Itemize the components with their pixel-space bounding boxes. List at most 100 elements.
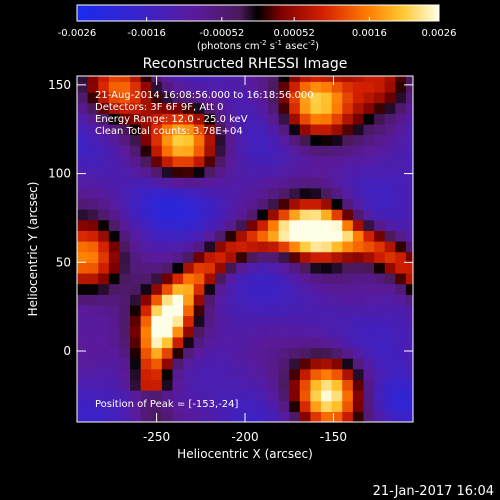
heatmap-cell <box>289 123 301 136</box>
heatmap-cell <box>172 166 184 178</box>
heatmap-cell <box>321 123 333 136</box>
heatmap-cell <box>374 400 386 412</box>
heatmap-cell <box>119 209 131 221</box>
heatmap-cell <box>289 102 301 114</box>
heatmap-cell <box>87 294 99 306</box>
heatmap-cell <box>130 91 142 104</box>
heatmap-cell <box>140 326 152 338</box>
heatmap-cell <box>321 304 333 317</box>
heatmap-cell <box>405 198 413 210</box>
heatmap-cell <box>299 177 312 189</box>
heatmap-cell <box>321 198 333 210</box>
heatmap-cell <box>363 102 375 114</box>
heatmap-cell <box>193 294 205 306</box>
heatmap-cell <box>130 81 142 93</box>
heatmap-cell <box>193 336 205 349</box>
heatmap-cell <box>374 123 386 136</box>
heatmap-cell <box>352 272 365 285</box>
heatmap-cell <box>331 177 343 189</box>
heatmap-cell <box>257 304 269 317</box>
heatmap-cell <box>130 379 142 391</box>
heatmap-cell <box>331 155 343 168</box>
heatmap-cell <box>299 304 312 317</box>
heatmap-cell <box>77 177 89 189</box>
heatmap-cell <box>140 304 152 317</box>
heatmap-cell <box>299 347 312 359</box>
heatmap-cell <box>405 81 413 93</box>
heatmap-cell <box>119 81 131 93</box>
heatmap-cell <box>299 315 312 327</box>
heatmap-cell <box>98 102 110 114</box>
heatmap-cell <box>299 134 312 146</box>
heatmap-cell <box>214 358 227 370</box>
heatmap-cell <box>363 209 375 221</box>
heatmap-cell <box>108 272 121 285</box>
heatmap-cell <box>140 76 152 82</box>
heatmap-cell <box>204 315 216 327</box>
heatmap-cell <box>225 219 237 231</box>
heatmap-cell <box>374 411 386 422</box>
heatmap-cell <box>140 241 152 253</box>
heatmap-cell <box>77 283 89 295</box>
heatmap-cell <box>246 368 258 381</box>
heatmap-cell <box>267 347 280 359</box>
heatmap-cell <box>214 198 227 210</box>
heatmap-cell <box>299 400 312 412</box>
heatmap-cell <box>267 283 280 295</box>
heatmap-cell <box>278 219 290 231</box>
heatmap-cell <box>140 177 152 189</box>
heatmap-cell <box>257 400 269 412</box>
heatmap-cell <box>77 304 89 317</box>
heatmap-cell <box>98 294 110 306</box>
heatmap-cell <box>77 145 89 157</box>
heatmap-cell <box>98 91 110 104</box>
heatmap-cell <box>310 177 322 189</box>
heatmap-cell <box>108 209 121 221</box>
heatmap-cell <box>299 102 312 114</box>
heatmap-cell <box>363 166 375 178</box>
heatmap-cell <box>352 155 365 168</box>
heatmap-cell <box>214 283 227 295</box>
heatmap-cell <box>331 315 343 327</box>
heatmap-cell <box>193 358 205 370</box>
heatmap-cell <box>257 76 269 82</box>
heatmap-cell <box>236 336 248 349</box>
heatmap-cell <box>236 198 248 210</box>
heatmap-cell <box>161 102 174 114</box>
heatmap-cell <box>267 379 280 391</box>
heatmap-cell <box>183 91 195 104</box>
heatmap-cell <box>140 262 152 274</box>
info-panel: 21-Aug-2014 16:08:56.000 to 16:18:56.000… <box>95 90 314 137</box>
heatmap-cell <box>130 123 142 136</box>
heatmap-cell <box>352 134 365 146</box>
heatmap-cell <box>236 134 248 146</box>
heatmap-cell <box>204 379 216 391</box>
heatmap-cell <box>331 283 343 295</box>
heatmap-cell <box>161 145 174 157</box>
heatmap-cell <box>140 91 152 104</box>
heatmap-cell <box>151 241 163 253</box>
heatmap-cell <box>140 358 152 370</box>
heatmap-cell <box>342 113 354 125</box>
heatmap-cell <box>77 272 89 285</box>
heatmap-cell <box>331 91 343 104</box>
heatmap-cell <box>108 347 121 359</box>
heatmap-cell <box>119 155 131 168</box>
heatmap-cell <box>214 347 227 359</box>
heatmap-cell <box>140 315 152 327</box>
heatmap-cell <box>172 390 184 402</box>
heatmap-cell <box>395 177 407 189</box>
heatmap-cell <box>289 76 301 82</box>
heatmap-cell <box>225 209 237 221</box>
heatmap-cell <box>183 368 195 381</box>
heatmap-cell <box>108 368 121 381</box>
heatmap-cell <box>374 304 386 317</box>
heatmap-cell <box>363 81 375 93</box>
heatmap-cell <box>108 166 121 178</box>
heatmap-cell <box>193 272 205 285</box>
heatmap-cell <box>204 155 216 168</box>
heatmap-cell <box>405 134 413 146</box>
heatmap-cell <box>193 76 205 82</box>
heatmap-cell <box>246 219 258 231</box>
heatmap-cell <box>140 368 152 381</box>
